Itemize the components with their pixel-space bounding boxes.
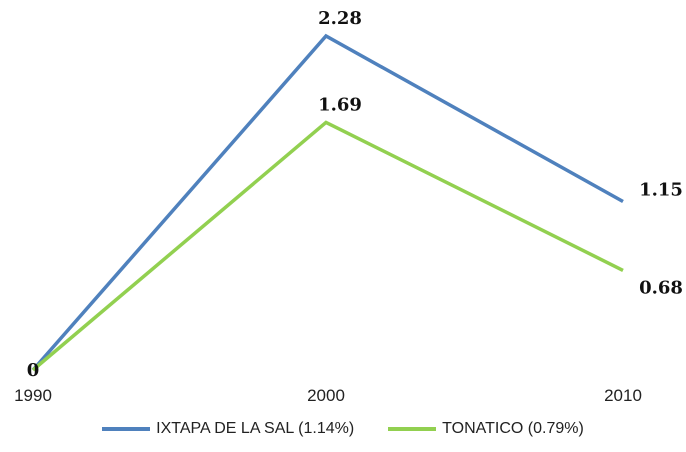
- line-chart: 1990 2000 2010 2.28 1.15 0 1.69 0.68: [14, 8, 683, 405]
- series-line-0: [31, 33, 624, 372]
- legend-swatch-series-0: [102, 427, 151, 431]
- x-tick-label-1990: 1990: [14, 386, 52, 405]
- legend-label-series-1: TONATICO (0.79%): [442, 420, 584, 437]
- legend: IXTAPA DE LA SAL (1.14%) TONATICO (0.79%…: [0, 420, 686, 438]
- series-line-1: [31, 120, 624, 372]
- legend-item-series-0: IXTAPA DE LA SAL (1.14%): [102, 420, 354, 438]
- data-label-series-0-point-2: 1.15: [639, 180, 683, 201]
- legend-label-series-0: IXTAPA DE LA SAL (1.14%): [156, 420, 355, 437]
- data-label-series-1-point-1: 1.69: [318, 94, 362, 115]
- data-label-series-0-point-1: 2.28: [318, 8, 362, 29]
- legend-swatch-series-1: [388, 427, 437, 431]
- data-label-series-1-point-2: 0.68: [639, 277, 683, 298]
- x-tick-label-2010: 2010: [604, 386, 642, 405]
- x-tick-label-2000: 2000: [307, 386, 345, 405]
- legend-item-series-1: TONATICO (0.79%): [388, 420, 584, 438]
- data-label-series-1-point-0: 0: [27, 360, 40, 381]
